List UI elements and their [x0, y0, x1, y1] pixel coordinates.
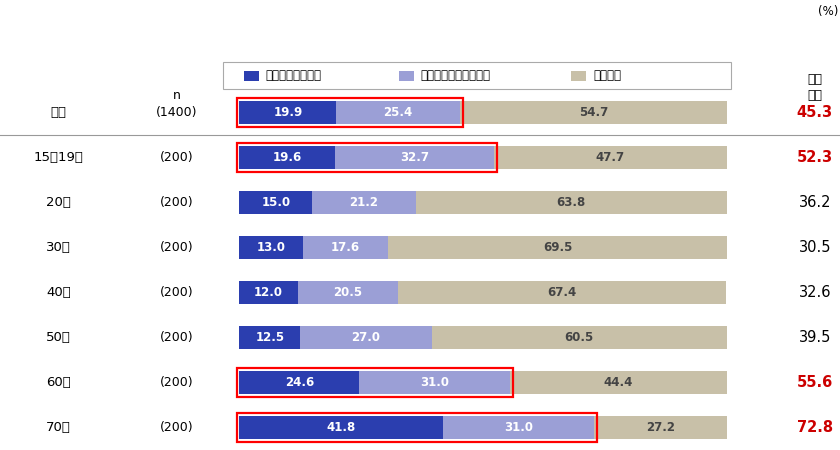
Text: 30代: 30代 — [46, 241, 71, 254]
Bar — [432, 326, 727, 349]
Bar — [510, 371, 727, 394]
Text: 52.3: 52.3 — [796, 150, 833, 165]
Text: (%): (%) — [818, 5, 838, 18]
Text: (1400): (1400) — [155, 106, 197, 119]
Text: (200): (200) — [160, 421, 193, 434]
Text: 69.5: 69.5 — [543, 241, 573, 254]
Text: 27.2: 27.2 — [646, 421, 675, 434]
Text: 24.6: 24.6 — [285, 376, 314, 389]
Text: n: n — [172, 89, 181, 102]
Bar — [239, 326, 301, 349]
Bar — [244, 71, 259, 81]
Text: 31.0: 31.0 — [504, 421, 533, 434]
Text: 31.0: 31.0 — [420, 376, 449, 389]
Bar — [239, 101, 336, 124]
Text: 確かに知っている: 確かに知っている — [265, 69, 322, 82]
Text: 全体: 全体 — [50, 106, 67, 119]
Text: 54.7: 54.7 — [579, 106, 608, 119]
Text: 見聞きしたことがある: 見聞きしたことがある — [421, 69, 491, 82]
Text: 41.8: 41.8 — [327, 421, 356, 434]
Text: (200): (200) — [160, 151, 193, 164]
Bar — [335, 146, 494, 169]
Text: 70代: 70代 — [46, 421, 71, 434]
Text: 17.6: 17.6 — [331, 241, 360, 254]
Text: 13.0: 13.0 — [256, 241, 286, 254]
Text: 15～19歳: 15～19歳 — [34, 151, 84, 164]
Text: 47.7: 47.7 — [596, 151, 625, 164]
Text: 20.5: 20.5 — [333, 286, 362, 299]
Bar — [399, 71, 414, 81]
Text: 12.5: 12.5 — [255, 331, 285, 344]
Text: 15.0: 15.0 — [261, 196, 291, 209]
Text: 55.6: 55.6 — [796, 375, 833, 390]
Text: 知らない: 知らない — [593, 69, 621, 82]
Text: (200): (200) — [160, 376, 193, 389]
Text: 32.6: 32.6 — [799, 285, 831, 300]
Bar — [239, 281, 298, 304]
Bar — [302, 236, 388, 259]
Text: 30.5: 30.5 — [799, 240, 831, 255]
Bar — [237, 413, 596, 442]
Text: (200): (200) — [160, 241, 193, 254]
Bar — [237, 368, 512, 397]
Bar — [388, 236, 727, 259]
Bar — [239, 371, 360, 394]
Bar — [237, 98, 463, 127]
Text: 44.4: 44.4 — [604, 376, 633, 389]
Text: 25.4: 25.4 — [384, 106, 412, 119]
Bar — [223, 62, 731, 89]
Text: 36.2: 36.2 — [799, 195, 831, 210]
Text: (200): (200) — [160, 331, 193, 344]
Text: 認知
合計: 認知 合計 — [807, 73, 822, 102]
Bar — [239, 416, 443, 439]
Text: 32.7: 32.7 — [400, 151, 429, 164]
Text: 67.4: 67.4 — [548, 286, 576, 299]
Text: 50代: 50代 — [46, 331, 71, 344]
Text: 19.6: 19.6 — [272, 151, 302, 164]
Bar — [494, 146, 727, 169]
Bar — [312, 191, 416, 214]
Text: 27.0: 27.0 — [352, 331, 381, 344]
Text: 60.5: 60.5 — [564, 331, 594, 344]
Text: 20代: 20代 — [46, 196, 71, 209]
Bar — [239, 191, 312, 214]
Text: 19.9: 19.9 — [273, 106, 302, 119]
Text: 39.5: 39.5 — [799, 330, 831, 345]
Text: 63.8: 63.8 — [557, 196, 585, 209]
Bar — [360, 371, 510, 394]
Text: 60代: 60代 — [46, 376, 71, 389]
Bar — [594, 416, 727, 439]
Bar — [443, 416, 594, 439]
Text: 72.8: 72.8 — [796, 420, 833, 435]
Text: (200): (200) — [160, 286, 193, 299]
Text: (200): (200) — [160, 196, 193, 209]
Bar — [301, 326, 432, 349]
Text: 40代: 40代 — [46, 286, 71, 299]
Bar — [237, 143, 496, 172]
Bar — [398, 281, 726, 304]
Text: 45.3: 45.3 — [796, 105, 833, 120]
Bar — [336, 101, 460, 124]
Bar — [298, 281, 398, 304]
Bar — [416, 191, 727, 214]
Text: 12.0: 12.0 — [255, 286, 283, 299]
Bar — [460, 101, 727, 124]
Bar — [239, 146, 335, 169]
Bar — [571, 71, 586, 81]
Text: 21.2: 21.2 — [349, 196, 379, 209]
Bar — [239, 236, 302, 259]
